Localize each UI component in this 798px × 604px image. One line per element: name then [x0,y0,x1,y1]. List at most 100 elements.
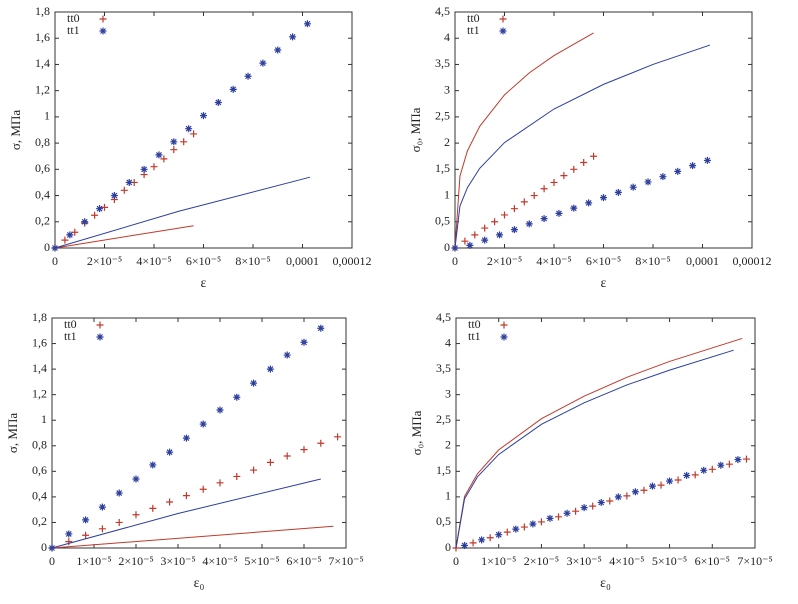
data-point [510,226,518,234]
x-tick-label: 6×10⁻⁵ [186,254,221,268]
x-tick-label: 6×10⁻⁵ [586,254,621,268]
y-axis-label: σ₀, МПа [408,107,423,152]
data-point [303,20,311,28]
data-point [510,205,518,213]
y-tick-label: 0 [44,240,50,254]
data-point [259,59,267,67]
x-tick-label: 4×10⁻⁵ [536,254,571,268]
y-tick-label: 0,8 [35,135,50,149]
curve [54,176,311,249]
data-point [182,434,190,442]
data-point [725,460,733,468]
y-tick-label: 2,5 [436,412,451,426]
x-tick-label: 2×10⁻⁵ [524,554,559,568]
data-point [666,477,674,485]
x-tick-label: 8×10⁻⁵ [235,254,270,268]
data-point [550,178,558,186]
data-point [132,475,140,483]
data-point [190,130,198,138]
y-tick-label: 0,2 [35,214,50,228]
legend-marker [499,15,507,23]
data-point [461,237,469,245]
data-point [512,525,520,533]
data-point [250,466,258,474]
data-point [580,504,588,512]
data-point [540,185,548,193]
legend-marker [499,27,507,35]
legend-marker [99,15,107,23]
data-point [530,192,538,200]
y-tick-label: 1 [444,187,450,201]
data-point [101,203,108,211]
legend-label: tt1 [64,329,77,343]
data-point [585,199,593,207]
x-tick-label: 0 [453,554,459,568]
data-point [570,204,578,212]
data-point [563,509,571,517]
x-tick-label: 3×10⁻⁵ [566,554,601,568]
data-point [631,488,639,496]
data-point [708,465,716,473]
data-point [266,365,274,373]
data-point [600,194,607,202]
data-point [61,236,69,244]
y-tick-label: 0,5 [436,514,451,528]
data-point [266,458,274,466]
data-point [115,518,123,526]
y-tick-label: 0,6 [35,161,50,175]
y-tick-label: 3,5 [435,56,450,70]
data-point [334,433,342,441]
x-axis-label: ε [601,276,607,291]
curve [454,32,594,249]
data-point [65,530,73,538]
data-point [98,525,106,533]
data-point [244,72,252,80]
legend-marker [96,321,104,329]
data-point [98,503,106,511]
y-tick-label: 4 [445,335,451,349]
data-point [648,482,656,490]
data-point [200,112,207,120]
legend-label: tt0 [67,11,80,25]
data-point [486,534,494,542]
data-point [182,492,190,500]
data-point [91,211,99,219]
y-tick-label: 4,5 [436,310,451,324]
curve [54,225,194,249]
legend-label: tt1 [67,23,80,37]
x-tick-label: 1×10⁻⁵ [76,554,111,568]
panel: 0 0,5 1 1,5 2 2,5 3 3,5 4 4,5 0 2×10⁻⁵ 4×10⁻⁵ 6×10⁻⁵ 8… [408,4,772,291]
y-tick-label: 1,8 [32,310,47,324]
data-point [629,183,637,191]
y-tick-label: 1,6 [32,335,47,349]
data-point [495,531,503,539]
data-point [160,155,168,163]
data-point [317,324,325,332]
data-point [717,461,725,469]
data-point [199,485,207,493]
data-point [606,497,614,505]
x-tick-label: 4×10⁻⁵ [136,254,171,268]
data-point [580,159,588,167]
legend-marker [99,27,107,35]
y-tick-label: 1,2 [32,386,47,400]
y-tick-label: 1 [44,109,50,123]
data-point [734,456,742,464]
legend-label: tt0 [467,11,480,25]
plot-frame [54,11,353,249]
legend-marker [96,333,104,341]
data-point [689,162,697,170]
y-tick-label: 0,6 [32,463,47,477]
y-tick-label: 2 [445,438,451,452]
data-point [555,209,563,217]
data-point [491,218,499,226]
data-point [525,220,533,228]
data-point [317,439,325,447]
curve [455,349,734,549]
data-point [461,541,469,549]
data-point [120,186,128,194]
data-point [96,205,104,213]
x-tick-label: 2×10⁻⁵ [87,254,122,268]
data-point [691,471,699,479]
